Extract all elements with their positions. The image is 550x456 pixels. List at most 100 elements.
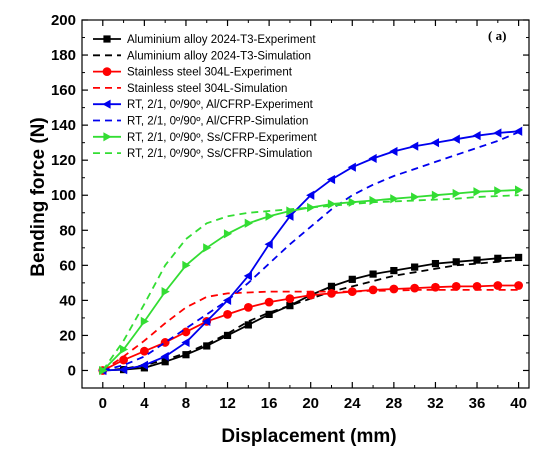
data-point-triangle-left [347,162,356,172]
data-point-square [244,321,252,329]
data-point-triangle-left [181,337,190,348]
data-point-triangle-right [119,344,129,355]
x-axis-title: Displacement (mm) [221,426,396,447]
y-tick-label: 120 [51,152,76,169]
data-point-square [473,256,481,264]
legend-item-7: RT, 2/1, 0º/90º, Ss/CFRP-Experiment [93,132,318,144]
plot-frame [81,19,530,389]
y-tick-label: 180 [51,47,76,64]
y-tick-label: 80 [59,222,76,239]
data-point-triangle-left [285,211,294,221]
series-line [102,130,519,372]
data-point-circle [410,283,420,293]
data-point-square [265,310,273,318]
data-point-circle [181,327,191,337]
legend-item-4: Stainless steel 304L-Simulation [93,83,287,95]
data-point-triangle-left [410,141,419,151]
data-point-triangle-left [243,271,252,281]
data-point-circle [389,284,399,294]
data-point-square [411,263,419,271]
data-point-square [348,275,356,283]
series-6 [102,131,519,372]
y-tick-label: 20 [59,327,76,344]
data-point-triangle-right [452,188,461,199]
data-point-triangle-right [203,243,212,253]
data-point-triangle-left [160,351,169,362]
x-tick-label: 0 [99,395,107,412]
legend-item-8: RT, 2/1, 0º/90º, Ss/CFRP-Simulation [93,148,312,160]
data-point-triangle-left [326,174,336,185]
data-point-triangle-left [430,138,440,148]
x-tick-label: 4 [140,395,149,412]
data-point-circle [306,290,316,300]
data-point-square [182,351,190,359]
data-point-circle [139,346,149,356]
x-tick-label: 8 [182,395,190,412]
data-point-square [369,270,377,278]
data-point-square [327,282,336,290]
data-point-triangle-right [411,192,420,202]
data-point-circle [285,294,295,304]
data-point-square [140,364,148,372]
data-point-triangle-right [244,218,253,228]
y-tick-label: 140 [51,117,76,134]
data-point-circle [347,287,357,297]
y-tick-label: 200 [51,12,76,29]
y-axis-title: Bending force (N) [28,117,49,276]
data-point-triangle-left [202,316,211,327]
data-point-triangle-right [265,211,274,221]
data-point-triangle-right [161,287,170,297]
legend-label: Aluminium alloy 2024-T3-Simulation [127,50,311,62]
legend-label: Stainless steel 304L-Simulation [127,83,287,95]
x-tick-label: 32 [427,395,444,412]
legend-item-1: Aluminium alloy 2024-T3-Experiment [93,34,316,46]
data-point-triangle-left [264,239,273,249]
legend-item-3: Stainless steel 304L-Experiment [93,67,293,79]
x-tick-label: 28 [386,395,403,412]
data-point-square [203,342,211,350]
series-line [102,131,519,372]
x-tick-label: 16 [261,395,278,412]
y-tick-label: 60 [59,257,76,274]
data-point-circle [119,355,128,365]
data-point-circle [264,297,274,307]
x-tick-label: 24 [344,395,361,412]
data-point-circle [472,281,482,291]
panel-label: ( a) [488,28,506,43]
data-point-circle [514,281,524,290]
data-point-triangle-left [306,190,315,200]
axes: 0 4 8 12 16 20 24 28 32 36 40 0 20 40 60 80 100 120 140 160… [51,12,530,412]
series-line [102,288,519,372]
data-point-triangle-right [390,194,399,204]
data-point-circle [327,288,336,298]
data-point-triangle-left [389,146,398,157]
data-point-triangle-right [515,185,524,195]
x-tick-label: 20 [302,395,319,412]
data-point-circle [102,67,112,76]
data-point-square [223,331,232,340]
data-point-square [390,266,398,275]
data-point-triangle-left [472,131,481,141]
series-4 [102,288,519,372]
y-tick-label: 0 [68,362,76,379]
data-point-triangle-left [139,360,148,370]
data-point-circle [451,281,461,291]
legend-item-6: RT, 2/1, 0º/90º, Al/CFRP-Simulation [93,116,308,128]
series-layer [98,126,524,376]
data-point-triangle-left [451,134,460,144]
data-point-circle [493,281,503,290]
data-point-triangle-right [182,260,191,270]
data-point-triangle-left [493,128,502,138]
data-point-square [103,35,111,43]
y-tick-label: 40 [59,292,76,309]
data-point-triangle-left [118,365,128,375]
data-point-triangle-right [473,187,482,197]
data-point-triangle-left [514,126,523,136]
legend-item-5: RT, 2/1, 0º/90º, Al/CFRP-Experiment [93,99,314,111]
legend-item-2: Aluminium alloy 2024-T3-Simulation [93,50,311,62]
data-point-triangle-left [102,99,111,109]
data-point-triangle-right [223,229,233,239]
x-tick-label: 36 [469,395,486,412]
